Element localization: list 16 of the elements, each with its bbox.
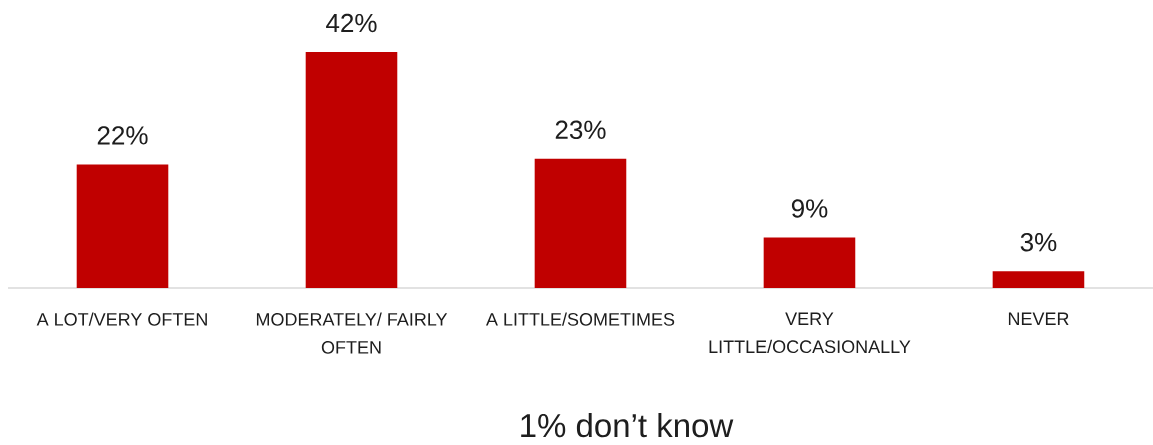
data-label: 22% (97, 126, 148, 145)
x-tick-label: VERY LITTLE/OCCASIONALLY (709, 312, 911, 354)
bar (763, 237, 856, 288)
bar (992, 271, 1085, 288)
data-label: 9% (791, 199, 828, 218)
data-label: 23% (555, 120, 606, 140)
bar (305, 52, 398, 288)
x-tick-label: MODERATELY/ FAIRLY OFTEN (256, 312, 448, 354)
text: 1% don’t know (521, 413, 734, 438)
data-label: 42% (326, 13, 377, 33)
x-tick-label: A LITTLE/SOMETIMES (485, 312, 675, 326)
data-label: 3% (1020, 232, 1057, 252)
x-tick-label: NEVER (1008, 312, 1069, 325)
bar (76, 164, 169, 288)
bar (534, 158, 627, 288)
x-tick-label: A LOT/VERY OFTEN (36, 312, 207, 326)
